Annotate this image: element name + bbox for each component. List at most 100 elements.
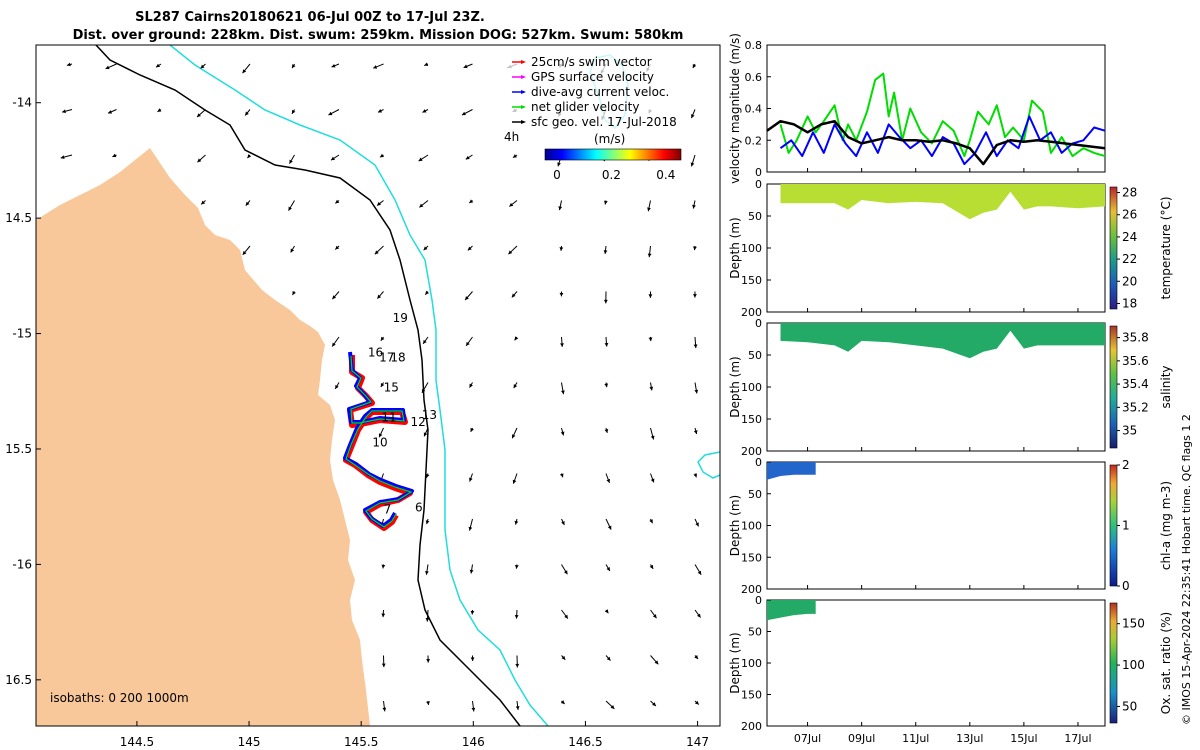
heatmap-axes-frame bbox=[766, 461, 1106, 590]
isobath-200m bbox=[95, 45, 521, 726]
geo-velocity-arrow bbox=[558, 200, 563, 211]
heatmap-y-tick-label: 100 bbox=[741, 242, 762, 255]
geo-velocity-arrow bbox=[650, 655, 659, 665]
colorbar-tick-label: 22 bbox=[1122, 252, 1137, 266]
colorbar-tick-label: 0 bbox=[1122, 579, 1130, 593]
heatmap-colorbar bbox=[1109, 325, 1118, 449]
heatmap-y-label: Depth (m) bbox=[728, 217, 742, 278]
colorbar-label: temperature (°C) bbox=[1159, 197, 1173, 300]
geo-velocity-arrow bbox=[200, 63, 206, 69]
geo-velocity-arrow bbox=[512, 154, 518, 159]
geo-velocity-arrow bbox=[469, 564, 474, 574]
geo-velocity-arrow bbox=[560, 700, 566, 705]
map-y-tick-label: -16 bbox=[12, 557, 32, 571]
geo-velocity-arrow bbox=[60, 154, 73, 159]
geo-velocity-arrow bbox=[380, 382, 385, 388]
speed-colorbar bbox=[544, 148, 682, 161]
geo-velocity-arrow bbox=[425, 518, 430, 525]
geo-velocity-arrow bbox=[381, 609, 386, 618]
velocity-y-tick-label: 0.4 bbox=[745, 103, 763, 116]
heatmap-y-tick-label: 0 bbox=[755, 456, 762, 469]
geo-velocity-arrow bbox=[105, 63, 117, 70]
geo-velocity-arrow bbox=[465, 154, 473, 160]
geo-velocity-arrow bbox=[424, 290, 430, 295]
geo-velocity-arrow bbox=[464, 291, 473, 301]
geo-velocity-arrow bbox=[690, 154, 696, 167]
isobath-1000m-edge bbox=[697, 451, 720, 479]
legend-swatch-head bbox=[521, 60, 526, 64]
geo-velocity-arrow bbox=[694, 518, 700, 527]
map-y-tick-label: -15 bbox=[12, 327, 32, 341]
geo-velocity-arrow bbox=[694, 564, 702, 576]
geo-velocity-arrow bbox=[374, 245, 384, 255]
colorbar-tick-label: 18 bbox=[1122, 296, 1137, 310]
geo-velocity-arrow bbox=[328, 109, 340, 116]
colorbar-tick-label: 35.4 bbox=[1122, 377, 1149, 391]
oxygen-panel: 0 50 100 150 200 Depth (m) 50 100 150 Ox. sat. ra… bbox=[728, 594, 1173, 733]
geo-velocity-arrow bbox=[331, 336, 340, 347]
map-y-tick-label: -14 bbox=[12, 96, 32, 110]
geo-velocity-arrow bbox=[693, 291, 697, 298]
heatmap-y-tick-label: 150 bbox=[741, 413, 762, 426]
land-mass bbox=[36, 148, 370, 726]
date-tick-label: 17Jul bbox=[1064, 732, 1091, 745]
geo-velocity-arrow bbox=[470, 655, 475, 661]
geo-velocity-arrow bbox=[290, 245, 295, 253]
heatmap-y-tick-label: 50 bbox=[748, 349, 762, 362]
date-axis: 07Jul 09Jul 11Jul 13Jul 15Jul 17Jul bbox=[794, 168, 1092, 745]
velocity-series-line bbox=[779, 72, 1106, 158]
heatmap-data-region bbox=[780, 184, 1105, 220]
geo-velocity-arrow bbox=[200, 200, 206, 205]
geo-velocity-arrow bbox=[463, 63, 473, 69]
figure-title-line1: SL287 Cairns20180621 06-Jul 00Z to 17-Ju… bbox=[135, 10, 485, 25]
date-tick-label: 11Jul bbox=[902, 732, 929, 745]
geo-velocity-arrow bbox=[693, 427, 698, 435]
geo-velocity-arrow bbox=[647, 200, 651, 212]
geo-velocity-arrow bbox=[381, 655, 386, 668]
geo-velocity-arrow bbox=[423, 427, 429, 437]
geo-velocity-arrow bbox=[469, 473, 473, 482]
geo-velocity-arrow bbox=[693, 473, 698, 478]
colorbar-tick-label: 28 bbox=[1122, 186, 1137, 200]
map-x-tick-label: 146.5 bbox=[568, 735, 602, 749]
map-y-axis: -14 14.5 -15 15.5 -16 16.5 bbox=[5, 96, 41, 687]
geo-velocity-arrow bbox=[426, 655, 431, 663]
geo-velocity-arrow bbox=[561, 609, 569, 619]
heatmap-y-tick-label: 50 bbox=[748, 210, 762, 223]
geo-velocity-arrow bbox=[245, 200, 251, 206]
geo-velocity-arrow bbox=[560, 336, 564, 347]
velocity-axes-frame bbox=[766, 44, 1106, 173]
heatmap-y-tick-label: 0 bbox=[755, 178, 762, 191]
glider-track bbox=[343, 351, 414, 531]
geo-velocity-arrow bbox=[242, 63, 251, 74]
geo-velocity-arrow bbox=[422, 336, 429, 345]
heatmap-y-label: Depth (m) bbox=[728, 495, 742, 556]
geo-velocity-arrow bbox=[561, 564, 568, 575]
geo-velocity-arrow bbox=[419, 200, 429, 208]
geo-velocity-arrow bbox=[692, 200, 696, 209]
geo-velocity-arrow bbox=[288, 200, 295, 211]
heatmap-data-region bbox=[780, 323, 1105, 359]
geo-velocity-arrow bbox=[515, 655, 520, 668]
date-tick-label: 13Jul bbox=[956, 732, 983, 745]
colorbar-tick-label: 50 bbox=[1122, 699, 1137, 713]
geo-velocity-arrow bbox=[469, 382, 473, 388]
velocity-y-tick-label: 0 bbox=[755, 166, 762, 179]
geo-velocity-arrow bbox=[693, 245, 697, 251]
legend-swatch-head bbox=[521, 90, 526, 94]
legend-label: sfc geo. vel. 17-Jul-2018 bbox=[531, 115, 677, 129]
legend-label: net glider velocity bbox=[531, 100, 639, 114]
heatmap-colorbar bbox=[1109, 602, 1118, 724]
geo-velocity-arrow bbox=[694, 655, 699, 660]
geo-velocity-arrow bbox=[561, 655, 566, 661]
chlorophyll-panel: 0 50 100 150 200 Depth (m) 0 1 2 chl-a (mg m-3) bbox=[728, 456, 1173, 596]
colorbar-label: salinity bbox=[1159, 365, 1173, 408]
geo-velocity-arrow bbox=[61, 109, 73, 114]
geo-velocity-arrow bbox=[511, 427, 518, 439]
geo-velocity-arrow bbox=[604, 609, 609, 614]
speed-colorbar-tick: 0.2 bbox=[602, 168, 621, 182]
track-day-label: 10 bbox=[372, 436, 387, 450]
